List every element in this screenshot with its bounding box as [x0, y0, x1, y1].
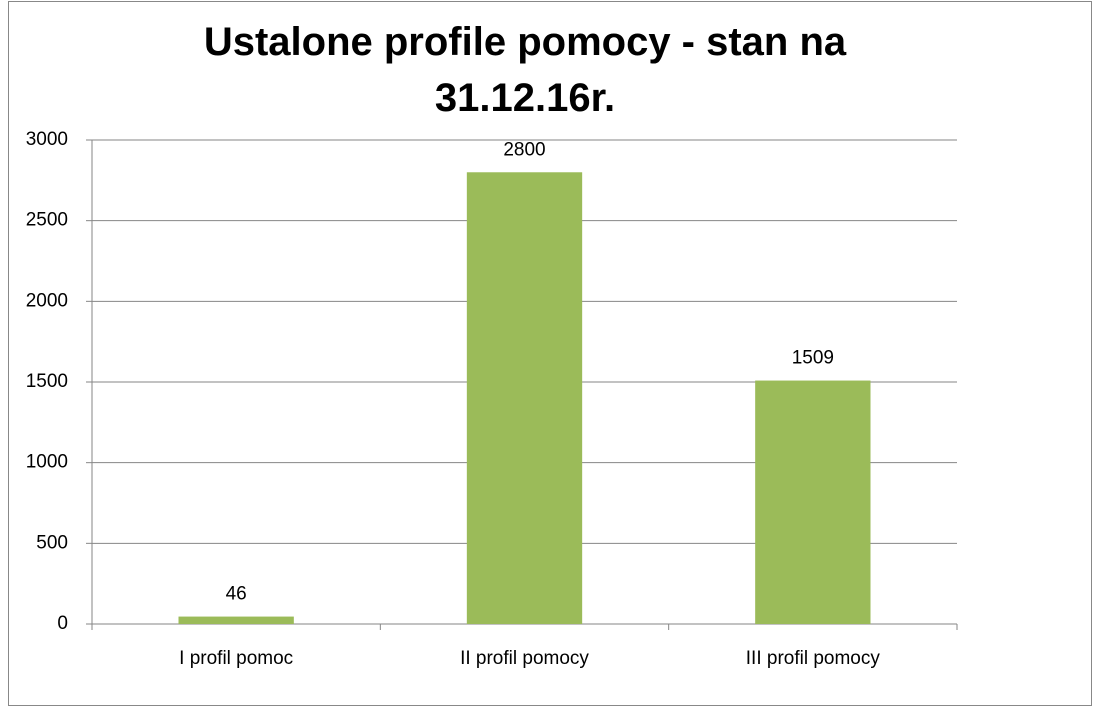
- bar: [178, 616, 294, 624]
- y-tick-label: 0: [57, 613, 68, 634]
- bar: [466, 172, 583, 624]
- data-label: 2800: [503, 139, 545, 160]
- chart-border: [8, 1, 1092, 706]
- x-tick-label: I profil pomoc: [179, 648, 293, 669]
- x-tick-label: III profil pomocy: [746, 648, 881, 669]
- y-tick-label: 2500: [26, 210, 68, 231]
- chart-title: Ustalone profile pomocy - stan na 31.12.…: [203, 20, 847, 120]
- y-tick-label: 500: [36, 532, 68, 553]
- y-tick-label: 1500: [26, 371, 68, 392]
- y-tick-label: 2000: [26, 290, 68, 311]
- y-tick-label: 1000: [26, 452, 68, 473]
- data-label: 46: [226, 584, 247, 605]
- y-tick-label: 3000: [26, 129, 68, 150]
- x-tick-label: II profil pomocy: [460, 648, 589, 669]
- bar: [755, 380, 871, 624]
- data-label: 1509: [792, 348, 834, 369]
